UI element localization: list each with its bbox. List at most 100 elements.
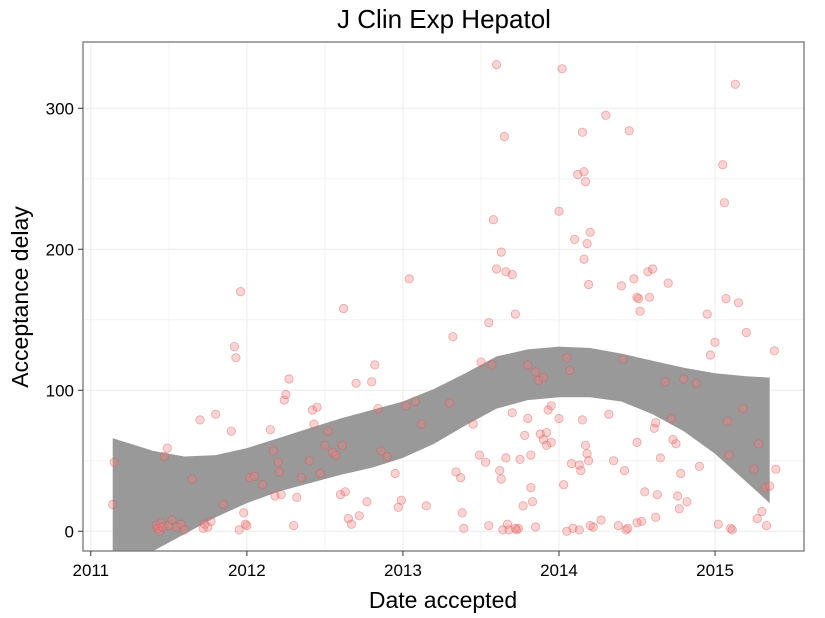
data-point bbox=[410, 396, 420, 407]
y-tick-label: 300 bbox=[46, 99, 74, 118]
data-point bbox=[580, 440, 591, 450]
data-point bbox=[236, 286, 246, 297]
data-point bbox=[499, 131, 509, 142]
data-point bbox=[242, 520, 252, 531]
data-point bbox=[643, 267, 653, 277]
x-tick-label: 2013 bbox=[384, 561, 422, 580]
x-tick-label: 2014 bbox=[540, 561, 578, 580]
data-point bbox=[632, 437, 642, 447]
data-point bbox=[354, 511, 364, 521]
data-point bbox=[296, 473, 307, 483]
data-point bbox=[562, 526, 572, 536]
data-point bbox=[510, 523, 520, 534]
data-point bbox=[504, 525, 514, 535]
data-point bbox=[281, 389, 291, 400]
data-point bbox=[534, 375, 544, 385]
data-point bbox=[396, 495, 406, 505]
data-point bbox=[162, 443, 172, 453]
data-point bbox=[577, 415, 588, 425]
data-point bbox=[588, 522, 598, 532]
data-point bbox=[491, 264, 502, 274]
data-point bbox=[495, 465, 505, 476]
data-point bbox=[487, 360, 497, 370]
data-point bbox=[109, 457, 119, 467]
data-point bbox=[535, 429, 545, 439]
data-point bbox=[671, 439, 681, 449]
data-point bbox=[331, 450, 341, 460]
y-axis-ticks: 0 100 200 300 bbox=[46, 99, 83, 541]
data-points bbox=[108, 59, 781, 536]
data-point bbox=[710, 337, 720, 347]
data-point bbox=[726, 523, 736, 534]
data-point bbox=[562, 353, 572, 363]
data-point bbox=[649, 423, 659, 433]
data-point bbox=[268, 446, 278, 456]
data-point bbox=[644, 292, 655, 302]
data-point bbox=[456, 473, 466, 483]
data-point bbox=[323, 426, 333, 436]
data-point bbox=[289, 520, 299, 531]
data-point bbox=[541, 440, 552, 450]
data-point bbox=[421, 501, 431, 511]
data-point bbox=[580, 177, 591, 187]
data-point bbox=[761, 520, 772, 531]
data-point bbox=[719, 198, 730, 208]
data-point bbox=[730, 79, 740, 89]
data-point bbox=[335, 489, 346, 500]
data-point bbox=[507, 269, 517, 280]
data-point bbox=[608, 456, 619, 466]
data-point bbox=[573, 169, 583, 180]
data-point bbox=[417, 419, 427, 429]
data-point bbox=[585, 227, 595, 237]
data-point bbox=[200, 519, 210, 529]
data-point bbox=[292, 492, 302, 502]
data-point bbox=[718, 160, 728, 170]
data-point bbox=[679, 374, 689, 384]
data-point bbox=[618, 354, 628, 364]
data-point bbox=[362, 497, 372, 507]
data-point bbox=[752, 513, 762, 524]
data-point bbox=[226, 426, 236, 436]
data-point bbox=[647, 264, 658, 274]
data-point bbox=[613, 520, 623, 531]
data-point bbox=[257, 480, 268, 490]
data-point bbox=[445, 398, 455, 408]
data-point bbox=[651, 418, 661, 428]
data-point bbox=[596, 515, 606, 525]
data-point bbox=[468, 419, 478, 429]
data-point bbox=[343, 513, 353, 524]
data-point bbox=[240, 519, 250, 529]
data-point bbox=[338, 303, 349, 314]
data-point bbox=[484, 520, 494, 531]
data-point bbox=[502, 519, 513, 529]
x-tick-label: 2015 bbox=[696, 561, 734, 580]
data-point bbox=[187, 474, 197, 484]
data-point bbox=[566, 458, 577, 469]
data-point bbox=[239, 508, 249, 518]
data-point bbox=[733, 298, 744, 308]
data-point bbox=[619, 465, 630, 476]
data-point bbox=[518, 501, 528, 511]
data-point bbox=[498, 525, 508, 535]
data-point bbox=[623, 523, 633, 534]
data-point bbox=[351, 378, 361, 388]
data-point bbox=[510, 309, 520, 319]
data-point bbox=[390, 468, 400, 479]
confidence-band bbox=[112, 346, 770, 551]
data-point bbox=[451, 467, 461, 477]
data-point bbox=[579, 254, 589, 264]
y-tick-label: 200 bbox=[46, 240, 74, 259]
plot-border bbox=[82, 41, 805, 552]
data-point bbox=[370, 360, 380, 370]
data-point bbox=[284, 374, 294, 384]
data-point bbox=[448, 332, 458, 342]
data-point bbox=[582, 449, 592, 459]
grid bbox=[83, 42, 804, 551]
data-point bbox=[583, 456, 594, 466]
data-point bbox=[724, 450, 734, 460]
data-point bbox=[231, 353, 241, 363]
data-point bbox=[652, 489, 662, 500]
data-point bbox=[604, 409, 614, 419]
data-point bbox=[154, 526, 165, 536]
data-point bbox=[760, 482, 770, 493]
